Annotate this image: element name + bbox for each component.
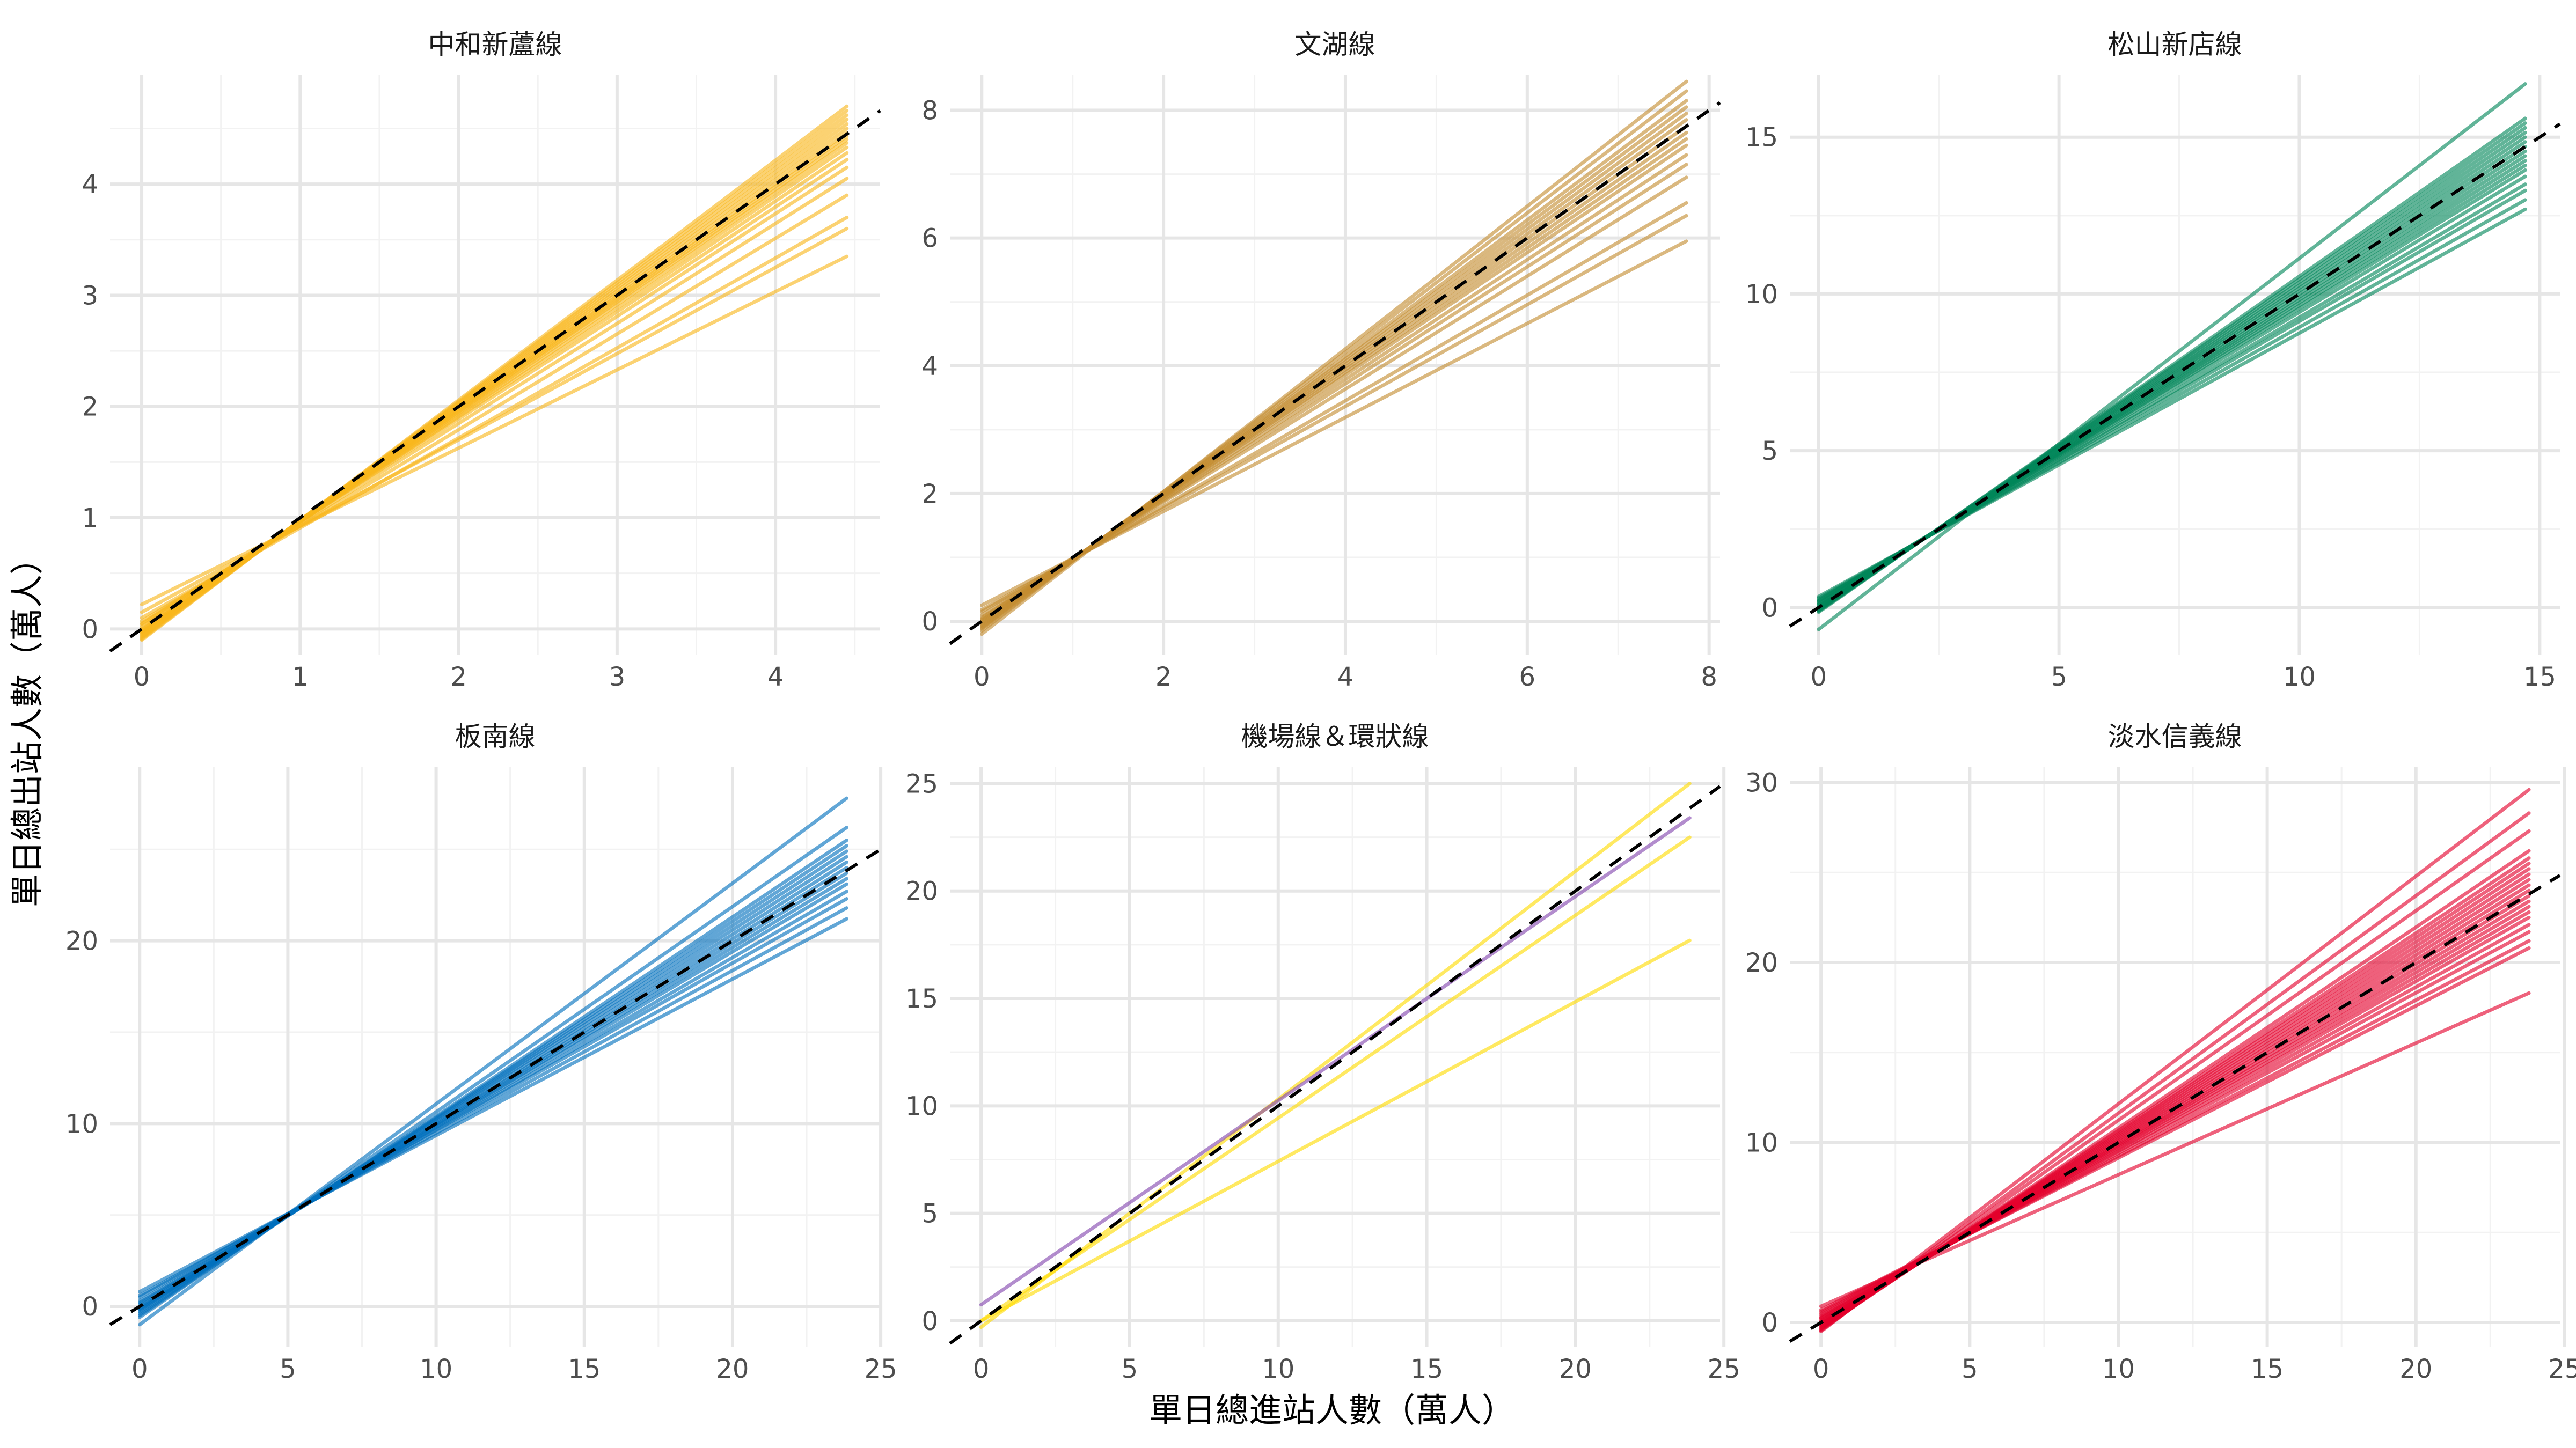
x-tick-label: 10 (2283, 662, 2316, 692)
x-tick-label: 0 (134, 662, 150, 692)
x-tick-label: 15 (2523, 662, 2556, 692)
x-tick-label: 0 (1813, 1354, 1829, 1384)
x-tick-label: 4 (767, 662, 784, 692)
series-lines (980, 79, 1688, 636)
reference-line-y-equals-x (1789, 122, 2561, 628)
x-tick-label: 0 (1810, 662, 1827, 692)
reference-line-y-equals-x (109, 109, 881, 653)
y-tick-label: 8 (921, 95, 938, 126)
series-line (1819, 849, 2531, 1331)
x-tick-label: 2 (450, 662, 467, 692)
reference-line-y-equals-x (949, 785, 1721, 1345)
y-tick-label: 4 (921, 351, 938, 381)
panel-6: 0 5 10 15 20 25 0 10 20 30 淡水信義線 (1745, 721, 2576, 1384)
x-tick-label: 8 (1701, 662, 1717, 692)
series-line (1817, 82, 2527, 631)
y-tick-label: 15 (905, 984, 938, 1014)
y-tick-label: 0 (1761, 1308, 1778, 1338)
y-axis-title: 單日總出站人數（萬人） (8, 541, 47, 907)
reference-line-y-equals-x (1789, 874, 2561, 1343)
y-tick-label: 1 (82, 503, 98, 533)
series-line (979, 816, 1692, 1307)
x-tick-label: 15 (2251, 1354, 2284, 1384)
x-tick-label: 25 (2548, 1354, 2576, 1384)
x-axis-title: 單日總進站人數（萬人） (1149, 1391, 1515, 1430)
panel-1: 0 1 2 3 4 0 1 2 3 4 中和新蘆線 (82, 29, 881, 692)
x-tick-label: 10 (2102, 1354, 2135, 1384)
x-tick-label: 5 (1962, 1354, 1978, 1384)
y-tick-label: 20 (905, 877, 938, 907)
panels-layer: 0 1 2 3 4 0 1 2 3 4 中和新蘆線 0 2 4 6 8 0 2 4 6 8 文湖線 0 5 10 15 0 5 10 15… (65, 29, 2576, 1384)
x-tick-label: 15 (1410, 1354, 1443, 1384)
y-tick-label: 0 (921, 607, 938, 637)
x-tick-label: 10 (420, 1354, 452, 1384)
x-tick-label: 3 (609, 662, 626, 692)
x-tick-label: 0 (131, 1354, 148, 1384)
panel-2: 0 2 4 6 8 0 2 4 6 8 文湖線 (921, 29, 1721, 692)
reference-line-y-equals-x (949, 101, 1721, 645)
series-line (1819, 991, 2531, 1309)
x-tick-label: 20 (1559, 1354, 1592, 1384)
series-line (979, 938, 1692, 1323)
x-tick-label: 5 (280, 1354, 296, 1384)
y-tick-label: 2 (82, 392, 98, 422)
x-tick-label: 6 (1519, 662, 1536, 692)
series-line (137, 796, 848, 1327)
series-line (979, 835, 1692, 1323)
x-tick-label: 15 (568, 1354, 601, 1384)
y-tick-label: 5 (1761, 436, 1778, 466)
panel-title: 板南線 (455, 721, 536, 752)
series-line (1819, 811, 2531, 1333)
x-tick-label: 25 (865, 1354, 897, 1384)
panel-title: 機場線＆環狀線 (1241, 721, 1429, 752)
y-tick-label: 0 (1761, 593, 1778, 623)
panel-title: 中和新蘆線 (428, 29, 562, 60)
x-tick-label: 10 (1262, 1354, 1294, 1384)
panel-4: 0 5 10 15 20 25 0 10 20 板南線 (65, 721, 897, 1384)
y-tick-label: 25 (905, 769, 938, 799)
y-tick-label: 0 (921, 1306, 938, 1336)
reference-line-y-equals-x (109, 848, 881, 1326)
x-tick-label: 25 (1708, 1354, 1740, 1384)
y-tick-label: 10 (1745, 1128, 1778, 1158)
panel-title: 文湖線 (1295, 29, 1375, 60)
panel-5: 0 5 10 15 20 25 0 5 10 15 20 25 機場線＆環狀線 (905, 721, 1740, 1384)
x-tick-label: 5 (2051, 662, 2067, 692)
y-tick-label: 30 (1745, 768, 1778, 798)
y-tick-label: 0 (82, 614, 98, 644)
panel-title: 淡水信義線 (2108, 721, 2242, 752)
panel-3: 0 5 10 15 0 5 10 15 松山新店線 (1745, 29, 2561, 692)
x-tick-label: 5 (1122, 1354, 1138, 1384)
x-tick-label: 2 (1155, 662, 1172, 692)
x-tick-label: 20 (716, 1354, 749, 1384)
x-tick-label: 0 (973, 1354, 990, 1384)
y-tick-label: 10 (65, 1109, 98, 1139)
x-tick-label: 1 (292, 662, 309, 692)
y-tick-label: 10 (905, 1091, 938, 1121)
y-tick-label: 5 (921, 1199, 938, 1229)
x-tick-label: 20 (2399, 1354, 2432, 1384)
y-tick-label: 0 (82, 1292, 98, 1322)
y-tick-label: 3 (82, 281, 98, 311)
series-line (1819, 829, 2531, 1332)
series-line (1819, 788, 2531, 1334)
x-tick-label: 4 (1337, 662, 1354, 692)
y-tick-label: 6 (921, 224, 938, 254)
y-tick-label: 10 (1745, 280, 1778, 310)
series-line (140, 104, 849, 642)
y-tick-label: 2 (921, 479, 938, 509)
y-tick-label: 20 (65, 927, 98, 957)
y-tick-label: 4 (82, 170, 98, 200)
y-tick-label: 20 (1745, 948, 1778, 978)
x-tick-label: 0 (974, 662, 990, 692)
series-line (980, 79, 1688, 636)
panel-title: 松山新店線 (2108, 29, 2242, 60)
y-tick-label: 15 (1745, 123, 1778, 153)
